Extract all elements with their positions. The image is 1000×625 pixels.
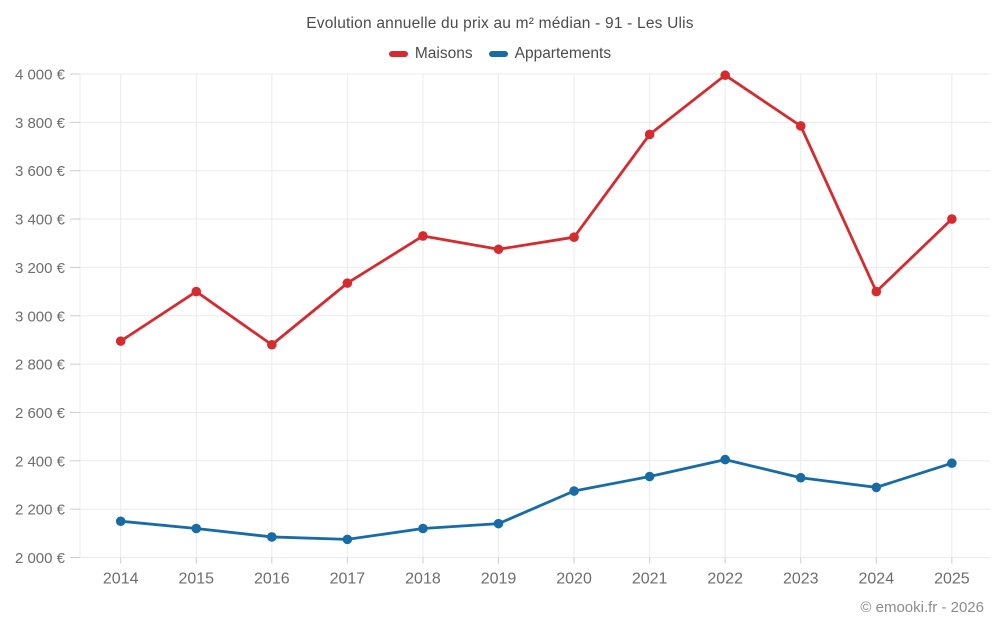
maisons-series-marker-icon (388, 51, 408, 57)
x-axis-label: 2025 (934, 571, 970, 588)
series-line-appartements (119, 458, 954, 541)
legend-label-maisons: Maisons (414, 45, 473, 62)
data-point-appartements-2016[interactable] (267, 532, 277, 542)
data-point-maisons-2019[interactable] (493, 244, 504, 255)
y-axis-label: 2 600 € (15, 405, 66, 422)
data-point-appartements-2015[interactable] (191, 523, 202, 534)
y-axis-label: 3 200 € (15, 260, 66, 277)
data-point-maisons-2018[interactable] (418, 231, 428, 241)
x-axis-label: 2016 (254, 571, 290, 588)
series-line-maisons (119, 73, 954, 347)
data-point-maisons-2015[interactable] (191, 286, 202, 297)
x-axis-label: 2019 (481, 571, 517, 588)
data-point-maisons-2017[interactable] (342, 278, 353, 288)
data-point-maisons-2024[interactable] (871, 286, 882, 297)
data-point-maisons-2014[interactable] (115, 336, 126, 346)
data-point-appartements-2023[interactable] (795, 472, 806, 483)
y-axis-label: 2 800 € (15, 357, 66, 374)
data-point-maisons-2021[interactable] (644, 129, 655, 140)
y-axis-label: 4 000 € (15, 67, 66, 84)
data-point-appartements-2020[interactable] (569, 486, 579, 496)
data-point-appartements-2014[interactable] (115, 516, 126, 527)
x-axis-label: 2023 (783, 571, 819, 588)
copyright: © emooki.fr - 2026 (860, 599, 984, 616)
x-axis-label: 2017 (330, 571, 366, 588)
y-axis-label: 2 000 € (15, 550, 66, 567)
y-axis-label: 3 600 € (15, 163, 66, 180)
legend-item-appartements[interactable]: Appartements (488, 45, 612, 63)
y-axis-label: 3 000 € (15, 308, 66, 325)
y-axis-label: 2 200 € (15, 502, 66, 519)
x-axis-label: 2020 (556, 571, 592, 588)
y-axis-label: 2 400 € (15, 453, 66, 470)
x-axis-label: 2021 (632, 571, 668, 588)
y-axis-label: 3 800 € (15, 115, 66, 132)
chart-title: Evolution annuelle du prix au m² médian … (306, 15, 694, 32)
data-point-maisons-2025[interactable] (947, 214, 957, 224)
x-axis-label: 2024 (859, 571, 895, 588)
x-axis-label: 2022 (707, 571, 743, 588)
data-point-appartements-2022[interactable] (720, 454, 730, 465)
y-axis-label: 3 400 € (15, 212, 66, 229)
data-point-appartements-2021[interactable] (644, 471, 655, 482)
data-point-appartements-2017[interactable] (342, 534, 353, 545)
data-point-maisons-2016[interactable] (267, 339, 277, 350)
data-point-maisons-2022[interactable] (720, 70, 730, 81)
appartements-series-marker-icon (488, 51, 508, 57)
x-axis-label: 2014 (103, 571, 139, 588)
data-point-appartements-2019[interactable] (493, 518, 504, 529)
chart-legend: Maisons Appartements (0, 45, 1000, 63)
x-axis-label: 2018 (405, 571, 441, 588)
legend-item-maisons[interactable]: Maisons (388, 45, 473, 63)
data-point-appartements-2018[interactable] (418, 523, 428, 534)
data-point-maisons-2020[interactable] (569, 232, 579, 242)
x-axis-label: 2015 (178, 571, 214, 588)
legend-label-appartements: Appartements (514, 45, 612, 62)
data-point-appartements-2025[interactable] (947, 458, 957, 469)
data-point-appartements-2024[interactable] (871, 482, 882, 493)
data-point-maisons-2023[interactable] (795, 121, 806, 131)
